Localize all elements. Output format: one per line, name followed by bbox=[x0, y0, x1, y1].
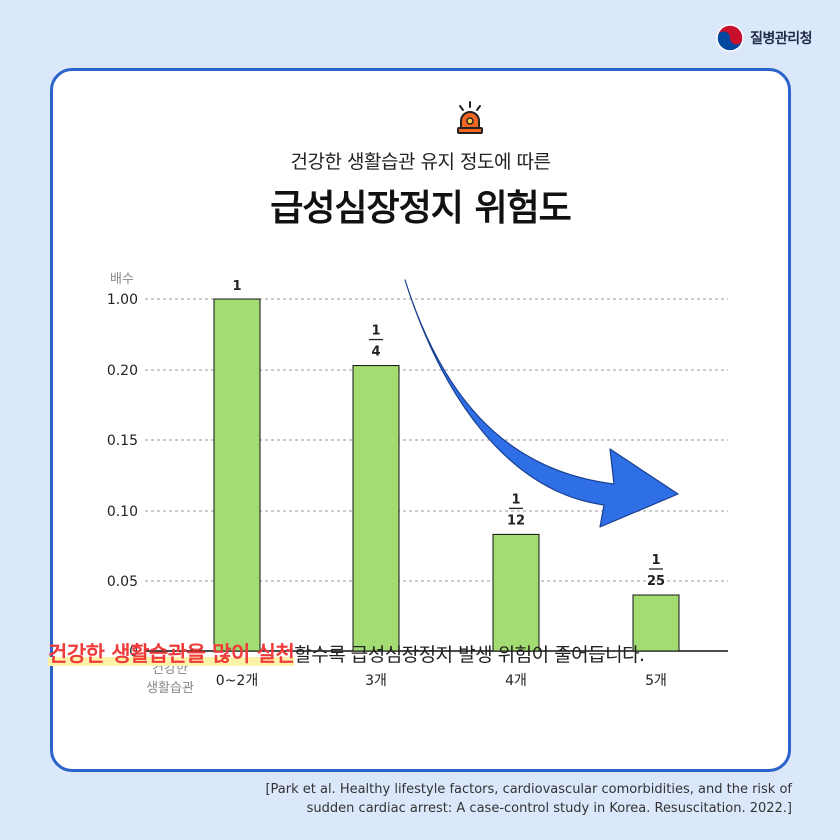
chart-subtitle: 건강한 생활습관 유지 정도에 따른 bbox=[290, 151, 551, 173]
data-label-numerator: 1 bbox=[511, 492, 520, 507]
data-label-denominator: 4 bbox=[371, 345, 380, 360]
y-axis-label: 배수 bbox=[110, 272, 134, 287]
bar bbox=[492, 533, 540, 652]
siren-icon bbox=[457, 101, 483, 134]
agency-header: 질병관리청 bbox=[716, 24, 812, 52]
citation-line-1: [Park et al. Healthy lifestyle factors, … bbox=[265, 782, 792, 797]
data-label-numerator: 1 bbox=[371, 324, 380, 339]
chart-title: 급성심장정지 위험도 bbox=[270, 188, 572, 229]
data-label-denominator: 25 bbox=[647, 574, 665, 589]
citation: [Park et al. Healthy lifestyle factors, … bbox=[265, 780, 792, 818]
y-tick-label: 1.00 bbox=[107, 292, 138, 308]
headline-highlight: 건강한 생활습관을 많이 실천 bbox=[48, 642, 295, 666]
y-tick-label: 0.15 bbox=[107, 433, 138, 449]
x-tick-label: 4개 bbox=[505, 673, 527, 689]
x-tick-label: 5개 bbox=[645, 673, 667, 689]
headline-rest: 할수록 급성심장정지 발생 위험이 줄어듭니다. bbox=[294, 644, 645, 666]
x-tick-label: 0~2개 bbox=[216, 673, 258, 689]
citation-line-2: sudden cardiac arrest: A case-control st… bbox=[306, 801, 792, 816]
bar bbox=[352, 365, 400, 652]
bar bbox=[632, 594, 680, 652]
x-axis-label: 생활습관 bbox=[146, 681, 194, 696]
y-tick-label: 0.20 bbox=[107, 363, 138, 379]
headline: 건강한 생활습관을 많이 실천할수록 급성심장정지 발생 위험이 줄어듭니다. bbox=[48, 638, 645, 668]
data-label-numerator: 1 bbox=[651, 553, 660, 568]
y-tick-label: 0.05 bbox=[107, 574, 138, 590]
data-label-denominator: 12 bbox=[507, 513, 525, 528]
agency-name: 질병관리청 bbox=[750, 31, 812, 47]
bar bbox=[213, 298, 261, 652]
y-tick-label: 0.10 bbox=[107, 504, 138, 520]
taegeuk-logo-icon bbox=[716, 24, 744, 52]
x-tick-label: 3개 bbox=[365, 673, 387, 689]
data-label: 1 bbox=[232, 279, 241, 294]
trend-arrow bbox=[404, 279, 679, 528]
